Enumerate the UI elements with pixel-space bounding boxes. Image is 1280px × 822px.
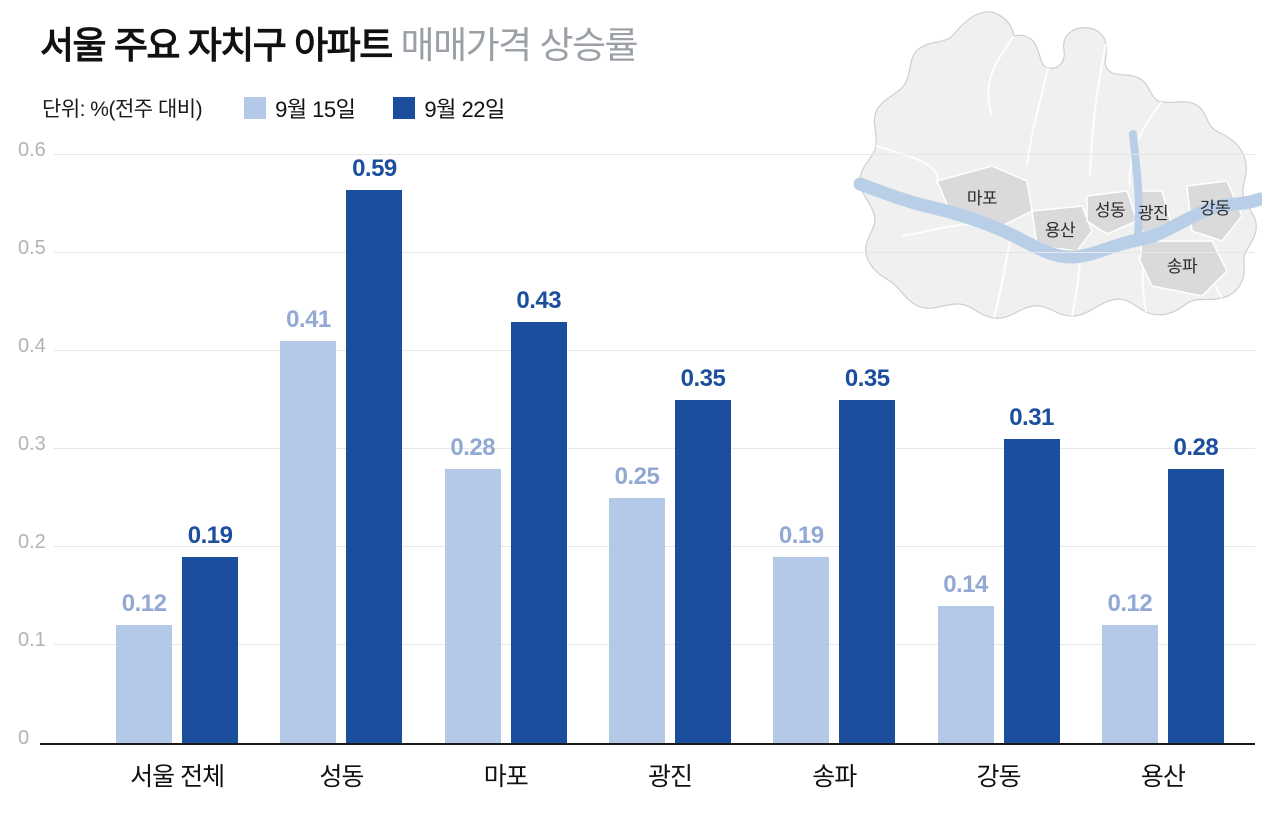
bar-wrap-sep15: 0.14 [937, 155, 994, 743]
bar-value-label-sep15: 0.41 [286, 306, 331, 334]
map-label-gwangjin: 광진 [1138, 204, 1168, 223]
gridline [40, 350, 1255, 351]
bar-wrap-sep22: 0.31 [1003, 155, 1060, 743]
bar-value-label-sep22: 0.59 [352, 155, 397, 182]
han-river-branch [1129, 130, 1144, 242]
bar-sep22 [839, 400, 896, 743]
category-label: 송파 [812, 763, 857, 791]
legend-swatch-sep15 [244, 97, 267, 119]
bar-wrap-sep22: 0.19 [182, 155, 239, 743]
seoul-map-inset: 마포 용산 성동 광진 강동 송파 [842, 6, 1267, 331]
bar-wrap-sep22: 0.35 [839, 155, 896, 743]
bar-wrap-sep22: 0.59 [346, 155, 403, 743]
bar-wrap-sep15: 0.19 [773, 155, 830, 743]
title-main: 서울 주요 자치구 아파트 [40, 25, 393, 66]
bar-group: 0.12 0.28 [1081, 155, 1245, 743]
bar-value-label-sep22: 0.43 [516, 286, 562, 314]
bar-wrap-sep22: 0.28 [1167, 155, 1224, 743]
bar-group: 0.19 0.35 [752, 155, 916, 743]
bar-value-label-sep22: 0.31 [1009, 404, 1054, 432]
bar-sep15 [773, 556, 830, 743]
district-seongdong [1086, 190, 1138, 235]
y-axis-tick: 0.4 [18, 336, 54, 356]
category-label: 성동 [319, 763, 364, 791]
map-label-songpa: 송파 [1167, 257, 1198, 276]
bar-value-label-sep15: 0.25 [614, 463, 660, 490]
page-title: 서울 주요 자치구 아파트 매매가격 상승률 [40, 25, 639, 67]
bar-sep15 [444, 468, 501, 743]
y-axis-tick: 0.5 [18, 238, 54, 258]
bar-value-label-sep15: 0.12 [121, 590, 167, 618]
bar-wrap-sep15: 0.25 [608, 155, 665, 743]
legend-label-sep22: 9월 22일 [424, 97, 505, 122]
bar-group: 0.25 0.35 [588, 155, 752, 743]
bar-value-label-sep22: 0.35 [844, 365, 890, 392]
bar-sep22 [1003, 439, 1060, 743]
y-axis-tick: 0.6 [18, 140, 54, 160]
meta-row: 단위: %(전주 대비) 9월 15일 9월 22일 [42, 92, 505, 124]
y-axis-tick: 0.2 [18, 532, 54, 552]
category-label: 마포 [483, 763, 529, 791]
map-label-gangdong: 강동 [1200, 199, 1230, 218]
bar-groups: 0.12 0.19 0.41 0.59 0.28 0.43 0.25 0.35 0.19 0.35… [40, 155, 1255, 743]
bar-group: 0.14 0.31 [916, 155, 1080, 743]
y-axis-tick: 0.1 [18, 630, 54, 650]
legend-item-sep15: 9월 15일 [244, 92, 356, 124]
bar-value-label-sep15: 0.14 [943, 570, 988, 598]
legend-swatch-sep22 [393, 97, 416, 119]
bar-sep22 [510, 321, 567, 743]
seoul-map-svg: 마포 용산 성동 광진 강동 송파 [853, 11, 1267, 319]
title-sub: 매매가격 상승률 [400, 25, 639, 66]
bar-sep15 [1101, 625, 1158, 743]
bar-sep22 [1167, 468, 1224, 743]
bar-sep22 [674, 400, 731, 743]
category-label: 서울 전체 [130, 763, 225, 791]
map-label-mapo: 마포 [967, 189, 997, 208]
han-river [853, 177, 1267, 264]
bar-wrap-sep15: 0.12 [1101, 155, 1158, 743]
map-label-yongsan: 용산 [1045, 221, 1076, 240]
bar-value-label-sep15: 0.12 [1107, 590, 1153, 618]
bar-sep15 [116, 625, 173, 743]
unit-label: 단위: %(전주 대비) [42, 98, 203, 121]
bar-value-label-sep22: 0.35 [680, 365, 726, 392]
bar-wrap-sep15: 0.12 [116, 155, 173, 743]
y-axis-tick: 0.3 [18, 434, 54, 454]
category-label: 광진 [647, 763, 693, 791]
gridline [40, 448, 1255, 449]
bar-chart: 0 0.1 0.2 0.3 0.4 0.5 0.6 0.12 0.19 0.41 0.59 0.28 0… [18, 140, 1255, 793]
bar-wrap-sep22: 0.35 [674, 155, 731, 743]
bar-group: 0.41 0.59 [259, 155, 423, 743]
bar-wrap-sep22: 0.43 [510, 155, 567, 743]
bar-value-label-sep22: 0.19 [187, 521, 233, 549]
bar-wrap-sep15: 0.28 [444, 155, 501, 743]
y-axis-tick: 0 [18, 728, 38, 748]
legend-label-sep15: 9월 15일 [275, 97, 356, 122]
map-label-seongdong: 성동 [1095, 201, 1125, 220]
district-songpa [1139, 240, 1228, 297]
bar-value-label-sep15: 0.28 [450, 433, 496, 461]
bar-sep22 [182, 556, 239, 743]
bar-wrap-sep15: 0.41 [280, 155, 337, 743]
gridline [40, 154, 1255, 155]
bar-sep15 [280, 341, 337, 743]
bar-value-label-sep15: 0.19 [778, 521, 824, 549]
category-labels: 서울 전체 성동 마포 광진 송파 강동 용산 [40, 757, 1255, 793]
legend: 9월 15일 9월 22일 [244, 92, 505, 124]
plot-area: 0 0.1 0.2 0.3 0.4 0.5 0.6 0.12 0.19 0.41 0.59 0.28 0… [18, 140, 1255, 748]
bar-sep15 [937, 605, 994, 743]
bar-value-label-sep22: 0.28 [1173, 433, 1219, 461]
gridline [40, 252, 1255, 253]
bar-group: 0.28 0.43 [424, 155, 588, 743]
category-label: 강동 [976, 763, 1022, 791]
legend-item-sep22: 9월 22일 [393, 92, 505, 124]
bar-sep22 [346, 190, 403, 743]
bar-sep15 [608, 498, 665, 743]
category-label: 용산 [1140, 763, 1186, 791]
bar-group: 0.12 0.19 [95, 155, 259, 743]
